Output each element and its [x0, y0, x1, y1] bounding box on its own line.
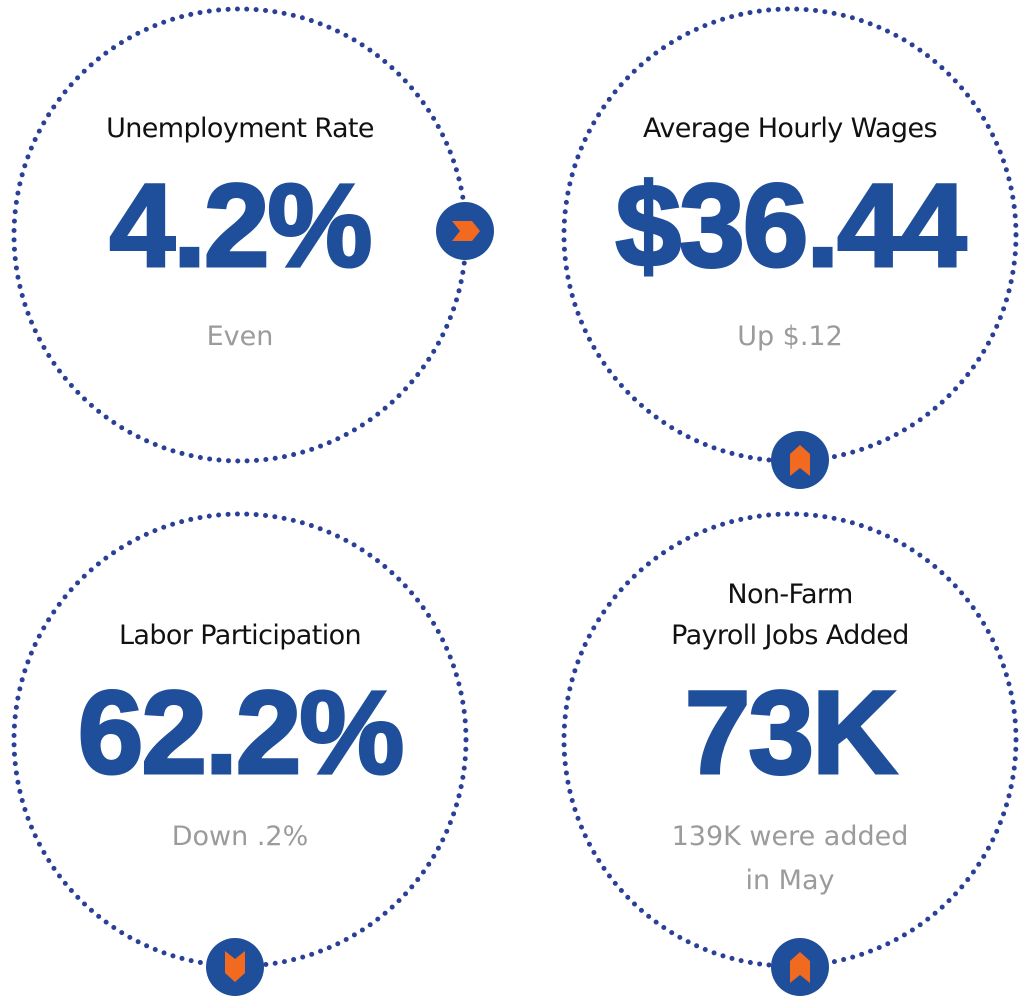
stat-label: Labor Participation — [118, 620, 362, 651]
stat-card-labor-participation: Labor Participation 62.2% Down .2% — [10, 510, 470, 970]
chevron-up-icon — [771, 938, 829, 996]
stat-card-non-farm-payroll: Non-Farm Payroll Jobs Added 73K 139K wer… — [560, 510, 1020, 970]
stat-label-line-1: Non-Farm — [727, 579, 853, 610]
stat-value: $36.44 — [614, 160, 968, 292]
stat-change-note: Up $.12 — [737, 321, 843, 352]
stat-value: 73K — [683, 667, 898, 799]
stat-change-note: Down .2% — [171, 821, 309, 852]
stat-value: 62.2% — [76, 667, 406, 799]
chevron-right-icon — [436, 202, 494, 260]
chevron-down-icon — [206, 938, 264, 996]
stat-value: 4.2% — [108, 160, 374, 292]
stat-card-average-hourly-wages: Average Hourly Wages $36.44 Up $.12 — [560, 5, 1020, 465]
stat-label-line-2: Payroll Jobs Added — [671, 620, 909, 651]
chevron-up-icon — [771, 431, 829, 489]
stat-card-unemployment-rate: Unemployment Rate 4.2% Even — [10, 5, 470, 465]
stat-change-note-line-2: in May — [745, 865, 835, 896]
stat-change-note-line-1: 139K were added — [671, 821, 909, 852]
stat-label: Unemployment Rate — [106, 113, 374, 144]
stat-label: Average Hourly Wages — [643, 113, 937, 144]
stat-change-note: Even — [206, 321, 274, 352]
